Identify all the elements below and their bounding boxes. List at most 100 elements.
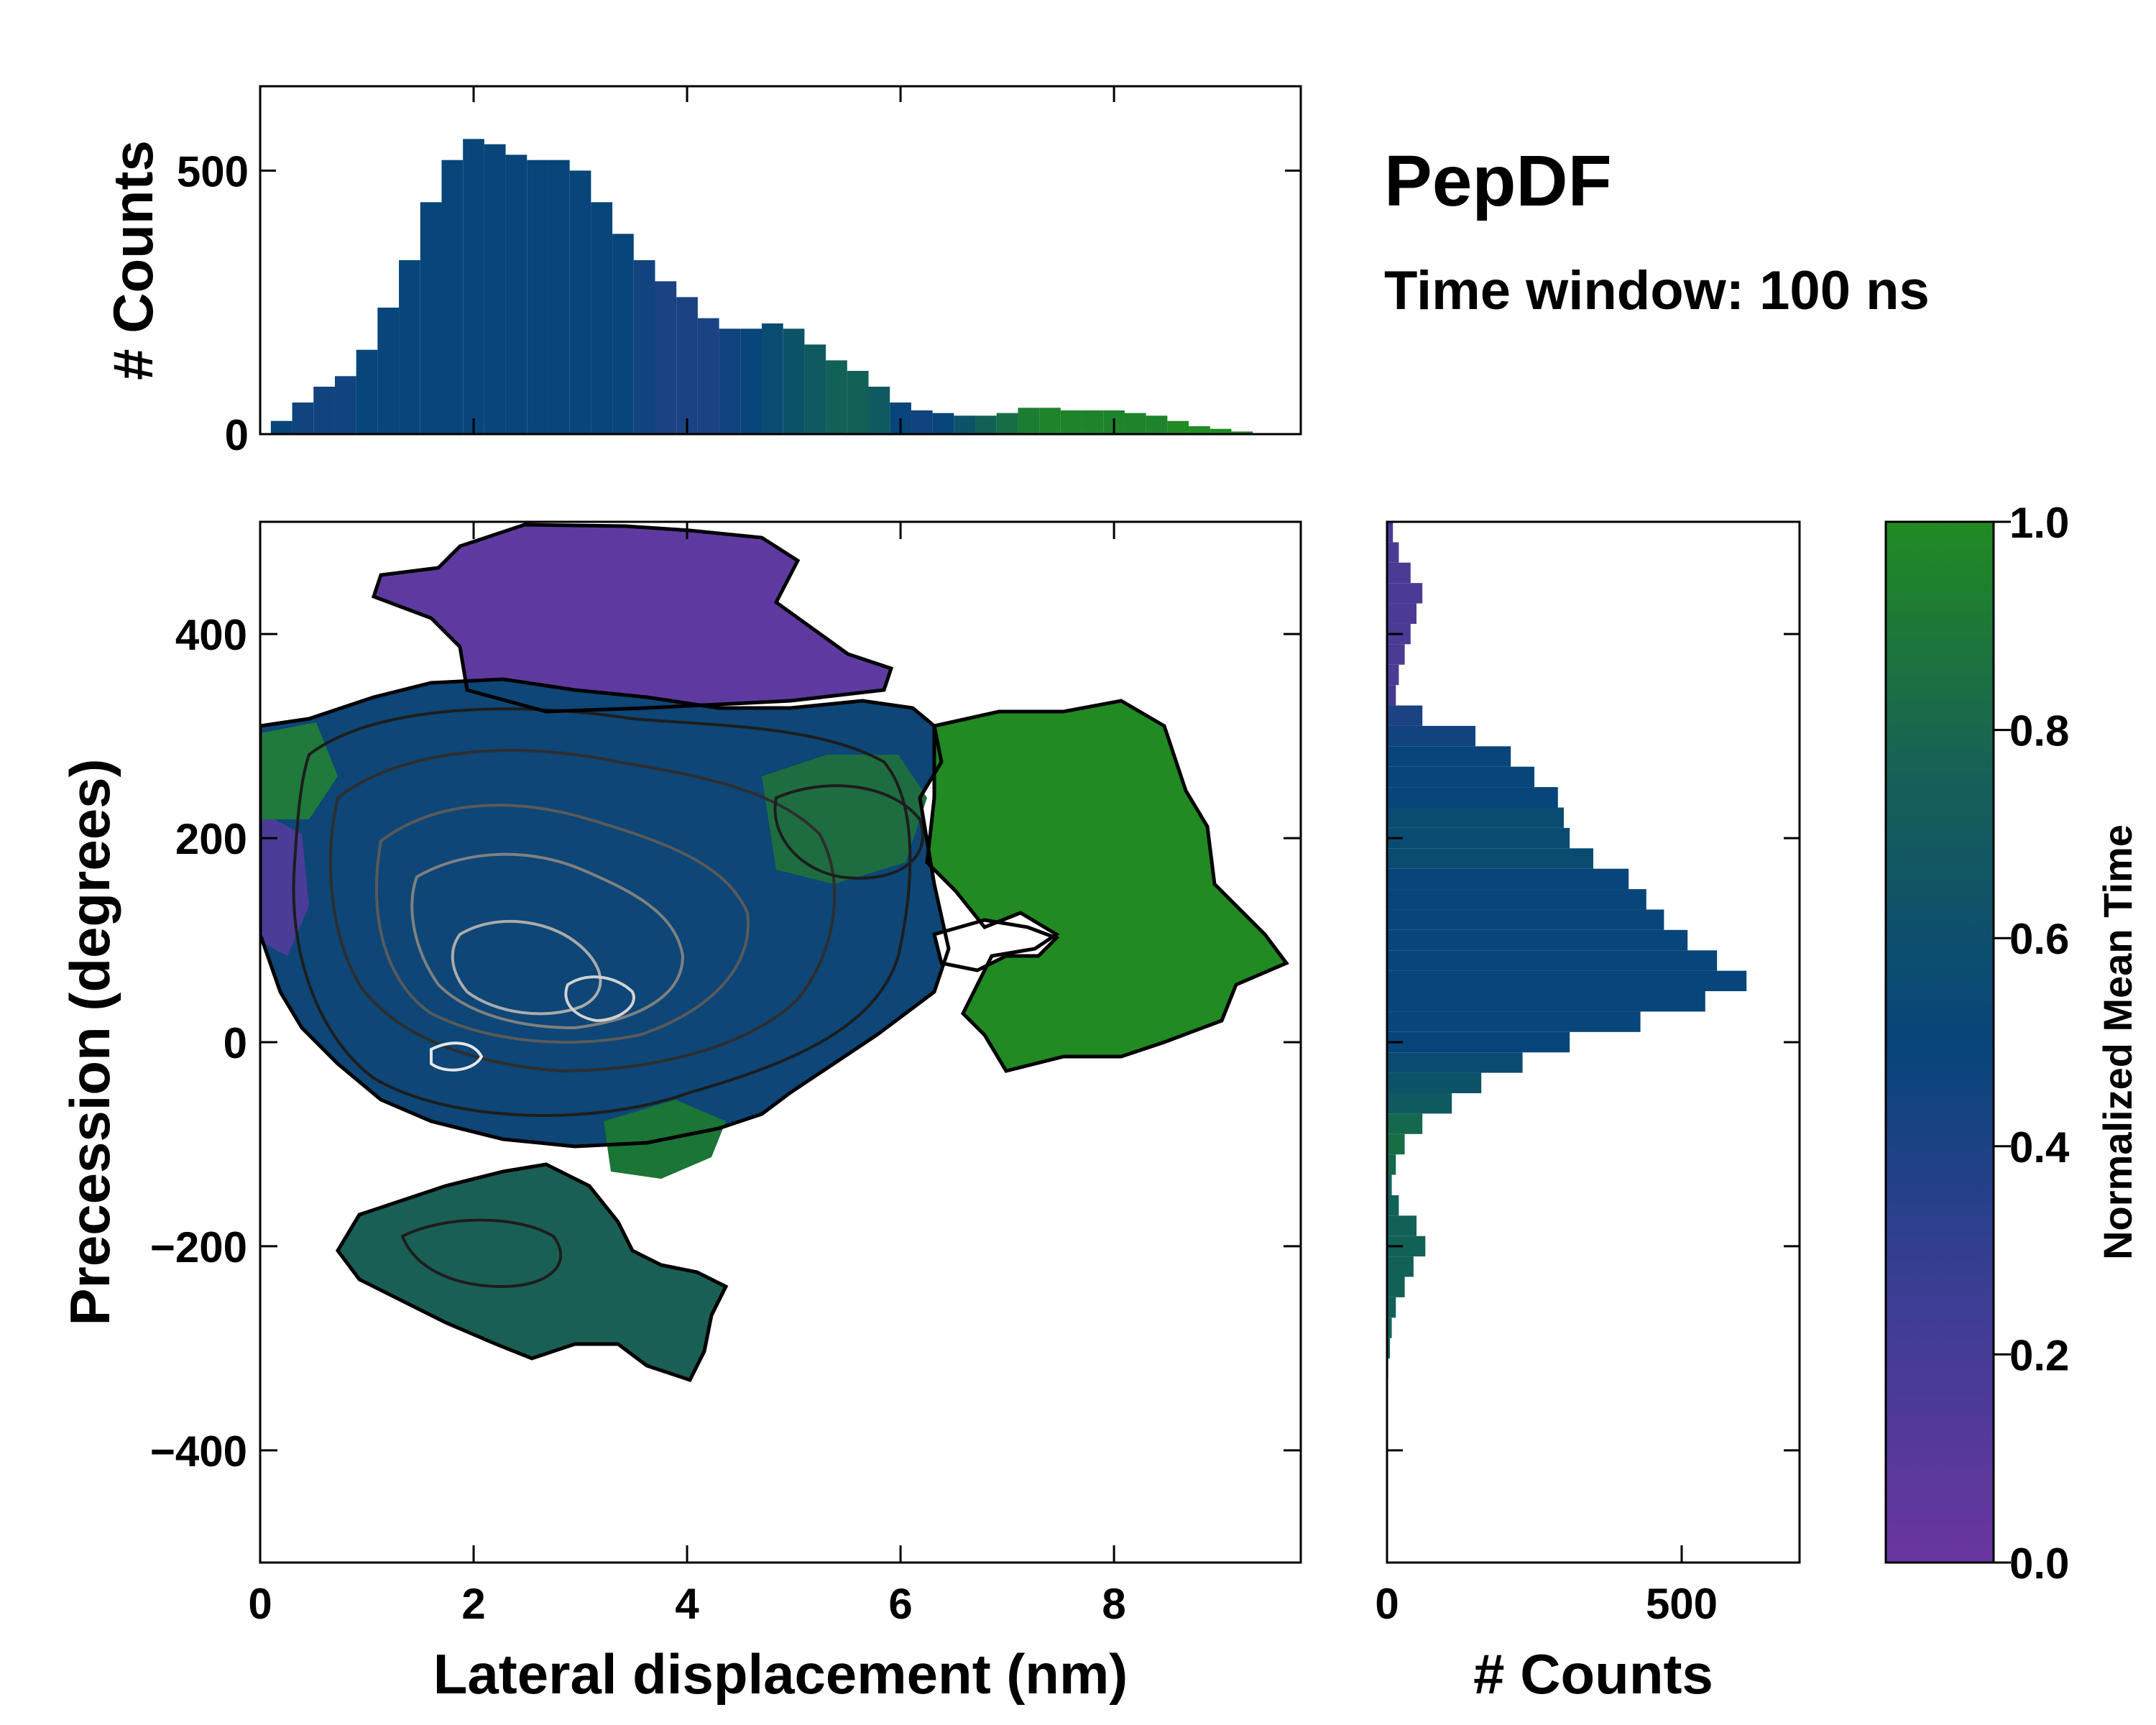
top-histogram-bar [932,413,954,434]
main-heatmap: 0 2 4 6 8 −400 −200 0 200 400 Lateral displacemen… [58,520,1302,1706]
top-histogram-bar [911,410,933,434]
right-histogram-bar [1387,685,1396,706]
top-histogram-ylabel: # Counts [101,140,165,380]
right-histogram-bar [1387,1031,1570,1053]
right-histogram-bar [1387,1052,1523,1073]
right-histogram-bar [1387,970,1747,992]
right-histogram-bar [1387,746,1511,767]
top-histogram-ticks: 0 500 [177,86,1301,459]
contour-right-lobe [773,784,924,880]
top-histogram-bar [270,420,292,434]
top-histogram-bar [826,360,847,434]
right-histogram-bar [1387,1113,1423,1134]
contour-level-7 [430,1041,484,1072]
top-histogram-bar [719,328,741,434]
density-contours [292,707,924,1289]
contour-level-2 [329,749,837,1073]
right-histogram-bar [1387,787,1558,808]
top-histogram-bar [612,234,634,434]
plot-subtitle: Time window: 100 ns [1384,260,1930,321]
colorbar-gradient [1884,520,1995,1564]
right-histogram-bar [1387,827,1570,849]
right-histogram-bar [1387,929,1688,951]
top-histogram-bar [996,413,1018,434]
top-histogram-bar [1146,415,1168,434]
top-histogram-frame [259,85,1302,436]
top-histogram-bar [676,297,698,434]
top-histogram-bar [847,371,869,434]
top-histogram-bar [1210,428,1232,434]
right-histogram-bar [1387,1215,1416,1236]
right-histogram-bar [1387,1072,1482,1093]
top-histogram-bar [591,202,613,434]
right-histogram-bar [1387,766,1534,788]
right-histogram-bar [1387,583,1423,604]
right-histogram-bar [1387,664,1399,686]
right-histogram-bar [1387,1256,1414,1277]
right-histogram-bar [1387,562,1411,584]
outline-central-band [260,677,951,1149]
right-histogram-bar [1387,725,1475,747]
right-histogram-xtick-label: 0 [1375,1580,1399,1628]
main-heatmap-xtick-label: 8 [1102,1580,1125,1628]
main-heatmap-ytick-label: −400 [150,1427,247,1476]
top-histogram-bar [484,144,506,434]
colorbar: 0.0 0.2 0.4 0.6 0.8 1.0 Normalized Mean Time [1884,499,2140,1588]
top-histogram-bar [1124,413,1146,434]
outline-lower-lobe [335,1162,729,1383]
top-histogram-bar [762,323,783,434]
right-histogram-bar [1387,1011,1641,1032]
colorbar-tick-label: 0.0 [2009,1540,2069,1588]
top-histogram-bar [334,376,356,434]
right-histogram-bar [1387,603,1416,624]
top-histogram-bar [1039,408,1061,434]
right-histogram-bar [1387,644,1405,665]
main-heatmap-ticks: 0 2 4 6 8 −400 −200 0 200 400 [150,522,1301,1628]
main-heatmap-ytick-label: −200 [150,1223,247,1271]
top-histogram-bar [356,349,378,434]
region-right-lobe [927,701,1286,1071]
region-central-green-shoulder [762,755,927,884]
right-histogram-bar [1387,909,1664,930]
top-histogram-bar [527,160,548,434]
top-histogram-bar [783,328,805,434]
right-histogram-xtick-label: 500 [1646,1580,1718,1628]
right-histogram-bar [1387,1092,1452,1114]
top-histogram-bar [1189,426,1210,434]
top-histogram-bar [1167,420,1189,434]
right-histogram-bar [1387,1154,1396,1175]
top-histogram-bar [975,415,997,434]
main-heatmap-ytick-label: 200 [175,815,247,863]
top-histogram-bar [633,260,655,434]
contour-level-5 [451,919,602,1016]
main-heatmap-xtick-label: 6 [888,1580,912,1628]
right-histogram-bar [1387,1317,1392,1338]
right-histogram-bar [1387,1174,1392,1195]
top-histogram-bar [868,387,890,434]
outline-upper-lobe [371,523,894,714]
right-histogram-bar [1387,1276,1405,1297]
contour-level-4 [410,852,685,1030]
colorbar-tick-label: 0.8 [2009,707,2069,755]
plot-title: PepDF [1384,141,1612,221]
right-histogram-bar [1387,807,1564,828]
region-lower-lobe [338,1164,726,1380]
right-histogram-bar [1387,991,1705,1012]
region-upper-lobe [374,525,891,712]
right-histogram: 0 500 # Counts [1375,520,1801,1706]
top-histogram-bar [1060,410,1082,434]
top-histogram-bar [441,160,464,434]
colorbar-ticks: 0.0 0.2 0.4 0.6 0.8 1.0 [1994,499,2070,1588]
colorbar-tick-label: 1.0 [2009,499,2069,547]
main-heatmap-ytick-label: 400 [175,611,247,659]
colorbar-tick-label: 0.6 [2009,915,2069,963]
contour-level-6 [564,975,635,1023]
main-heatmap-xtick-label: 4 [675,1580,699,1628]
top-histogram-bar [804,344,826,434]
top-histogram-bar [292,402,314,434]
contour-lower-lobe [400,1218,563,1289]
right-histogram-bar [1387,705,1423,726]
top-histogram-bar [463,139,484,435]
right-histogram-bar [1387,868,1629,890]
